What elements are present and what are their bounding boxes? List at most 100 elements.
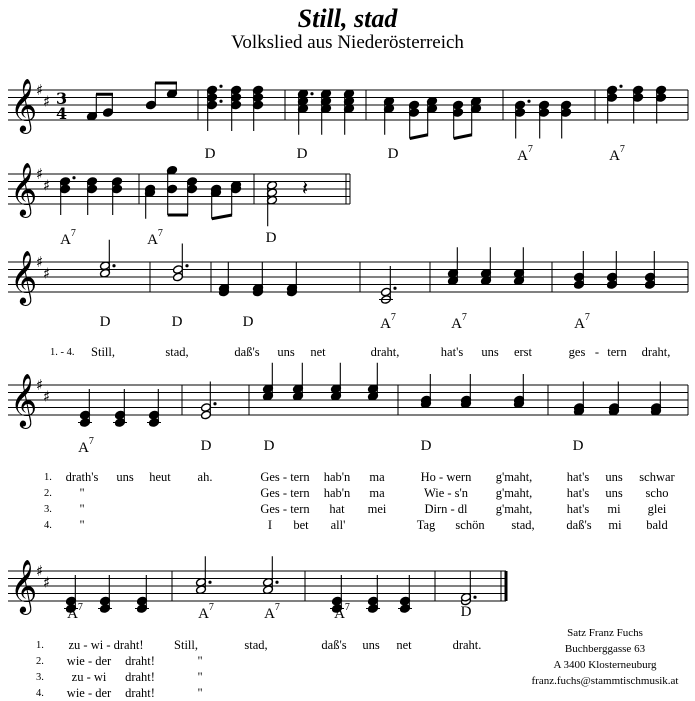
verse-label: 1. xyxy=(44,472,52,483)
time-signature-top: 3 xyxy=(56,89,67,108)
chord-symbol: D xyxy=(99,314,111,330)
key-sharp-f: ♯ xyxy=(36,165,43,183)
lyric-syllable: daß's xyxy=(234,345,260,359)
lyric-syllable: uns xyxy=(116,470,134,484)
lyric-syllable: Tag xyxy=(416,518,436,532)
chord-symbol: D xyxy=(263,438,275,454)
lyric-syllable: ah. xyxy=(197,470,213,484)
verse-label: 2. xyxy=(44,488,52,499)
lyric-syllable: hat xyxy=(329,502,345,516)
time-signature-bottom: 4 xyxy=(56,104,67,123)
key-sharp-c: ♯ xyxy=(43,176,50,194)
lyric-syllable: wie - der xyxy=(66,686,112,700)
note-beam xyxy=(211,213,233,221)
lyric-syllable: Ges - tern xyxy=(260,486,310,500)
chord-symbol: D xyxy=(572,438,584,454)
chord-symbol: A7 xyxy=(67,602,83,622)
augmentation-dot xyxy=(219,84,223,88)
lyric-syllable: hat's xyxy=(566,486,590,500)
augmentation-dot xyxy=(310,92,314,96)
chord-symbol: D xyxy=(200,438,212,454)
lyric-syllable: hat's xyxy=(566,502,590,516)
key-sharp-f: ♯ xyxy=(36,253,43,271)
lyric-syllable: ma xyxy=(369,486,385,500)
lyric-syllable: glei xyxy=(647,502,667,516)
note-beam xyxy=(409,133,429,140)
chord-symbol: A7 xyxy=(264,602,280,622)
lyric-syllable: heut xyxy=(149,470,171,484)
lyric-syllable: uns xyxy=(605,470,623,484)
chord-symbol: D xyxy=(460,604,472,620)
lyric-syllable: " xyxy=(197,670,203,684)
lyric-syllable: uns xyxy=(277,345,295,359)
credit-email[interactable]: franz.fuchs@stammtischmusik.at xyxy=(531,675,679,687)
chord-symbol: A7 xyxy=(60,228,76,248)
lyric-syllable: hab'n xyxy=(323,486,351,500)
lyric-syllable: " xyxy=(79,486,85,500)
lyric-syllable: - xyxy=(594,345,600,359)
credit-line: Satz Franz Fuchs xyxy=(567,627,643,639)
chord-symbol: D xyxy=(171,314,183,330)
lyric-syllable: hat's xyxy=(566,470,590,484)
lyric-syllable: g'maht, xyxy=(495,502,533,516)
chord-symbol: D xyxy=(387,146,399,162)
chord-symbol: A7 xyxy=(609,144,625,164)
lyric-syllable: wie - der xyxy=(66,654,112,668)
lyric-syllable: I xyxy=(267,518,273,532)
lyric-syllable: net xyxy=(310,345,326,359)
credit-line: Buchberggasse 63 xyxy=(564,643,646,655)
chord-symbol: A7 xyxy=(198,602,214,622)
lyric-syllable: draht, xyxy=(641,345,671,359)
augmentation-dot xyxy=(72,176,76,180)
verse-label: 3. xyxy=(36,672,44,683)
key-sharp-c: ♯ xyxy=(43,264,50,282)
lyric-syllable: draht! xyxy=(125,686,155,700)
lyric-syllable: bald xyxy=(646,518,668,532)
treble-clef: 𝄞 xyxy=(10,162,37,218)
treble-clef: 𝄞 xyxy=(10,373,37,429)
lyric-syllable: net xyxy=(396,638,412,652)
verse-label: 2. xyxy=(36,656,44,667)
lyric-syllable: mei xyxy=(367,502,387,516)
lyric-syllable: g'maht, xyxy=(495,486,533,500)
treble-clef: 𝄞 xyxy=(10,78,37,134)
verse-label: 4. xyxy=(44,520,52,531)
chord-symbol: A7 xyxy=(147,228,163,248)
verse-label: 3. xyxy=(44,504,52,515)
treble-clef: 𝄞 xyxy=(10,559,37,615)
credit-line: A 3400 Klosterneuburg xyxy=(553,659,657,671)
verse-label: 4. xyxy=(36,688,44,699)
lyric-syllable: zu - wi xyxy=(71,670,107,684)
augmentation-dot xyxy=(185,264,189,268)
lyric-syllable: Dirn - dl xyxy=(424,502,468,516)
key-sharp-c: ♯ xyxy=(43,573,50,591)
augmentation-dot xyxy=(219,99,223,103)
lyric-syllable: Ges - tern xyxy=(260,470,310,484)
lyric-syllable: scho xyxy=(645,486,669,500)
lyric-syllable: hat's xyxy=(440,345,464,359)
lyric-syllable: schwar xyxy=(639,470,675,484)
verse-label: 1. - 4. xyxy=(50,347,75,358)
lyric-syllable: Ges - tern xyxy=(260,502,310,516)
lyric-syllable: draht. xyxy=(452,638,482,652)
lyric-syllable: tern xyxy=(607,345,627,359)
chord-symbol: A7 xyxy=(380,312,396,332)
lyric-syllable: g'maht, xyxy=(495,470,533,484)
lyric-syllable: uns xyxy=(362,638,380,652)
augmentation-dot xyxy=(112,264,116,268)
lyric-syllable: mi xyxy=(608,518,622,532)
key-sharp-f: ♯ xyxy=(36,376,43,394)
lyric-syllable: uns xyxy=(605,486,623,500)
song-title: Still, stad xyxy=(297,4,398,33)
augmentation-dot xyxy=(473,595,477,599)
lyric-syllable: zu - wi - draht! xyxy=(68,638,144,652)
lyric-syllable: draht! xyxy=(125,654,155,668)
augmentation-dot xyxy=(208,580,212,584)
augmentation-dot xyxy=(619,84,623,88)
lyric-syllable: ges xyxy=(568,345,586,359)
lyric-syllable: daß's xyxy=(566,518,592,532)
verse-label: 1. xyxy=(36,640,44,651)
lyric-syllable: uns xyxy=(481,345,499,359)
key-sharp-f: ♯ xyxy=(36,81,43,99)
